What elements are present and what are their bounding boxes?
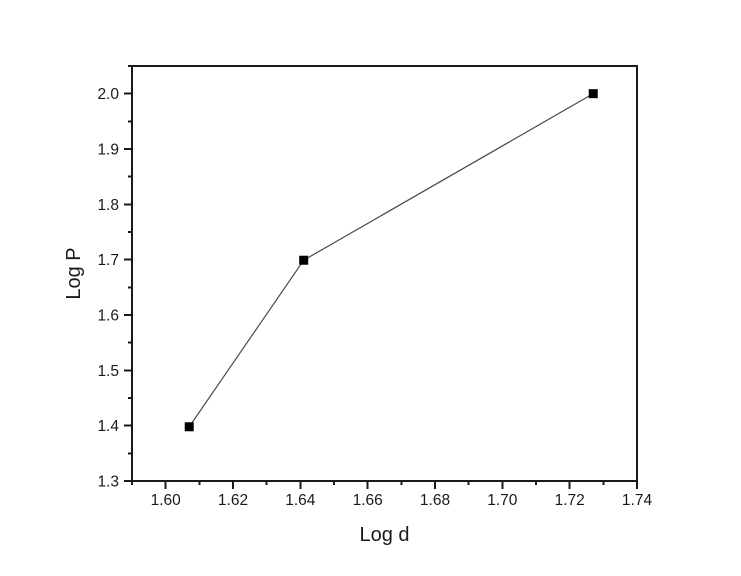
y-axis-tick-label: 1.8 [97,197,119,214]
data-point-marker [588,89,598,99]
y-axis-tick-label: 1.9 [97,142,119,159]
y-axis-title: Log P [63,247,85,299]
axes-layer: 1.60 1.62 1.64 1.66 1.68 1.70 1.72 1.74 1.3 1.4 1.… [97,65,653,509]
data-point-marker [184,422,194,432]
y-axis-tick-label: 1.3 [97,474,119,491]
data-series-layer [184,89,598,432]
plot-border [131,65,638,482]
x-axis-tick-label: 1.64 [285,492,316,509]
x-axis-tick-label: 1.74 [622,492,653,509]
y-axis-tick-label: 2.0 [97,86,119,103]
y-axis-tick-label: 1.7 [97,252,119,269]
data-point-marker [299,255,309,265]
x-axis-tick-label: 1.62 [218,492,248,509]
x-axis-title: Log d [359,524,409,546]
y-axis-tick-label: 1.5 [97,363,119,380]
y-axis-tick-label: 1.6 [97,308,119,325]
series-line [188,93,594,428]
y-axis-tick-label: 1.4 [97,418,119,435]
x-axis-tick-label: 1.68 [420,492,450,509]
x-axis-tick-label: 1.66 [353,492,383,509]
x-axis-tick-label: 1.70 [487,492,518,509]
x-axis-tick-label: 1.60 [151,492,182,509]
x-axis-tick-label: 1.72 [555,492,585,509]
